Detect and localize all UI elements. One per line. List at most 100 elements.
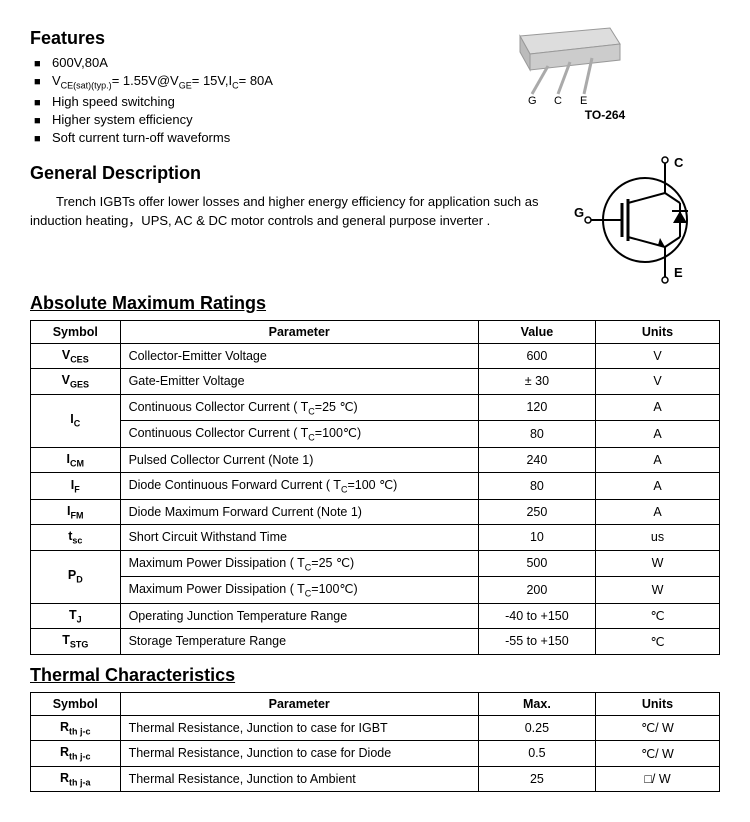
cell-units: A [595, 394, 719, 421]
table-row: Continuous Collector Current ( TC=100℃)8… [31, 421, 720, 448]
cell-value: 80 [478, 473, 595, 500]
table-row: VGESGate-Emitter Voltage± 30V [31, 369, 720, 395]
cell-parameter: Diode Maximum Forward Current (Note 1) [120, 499, 478, 525]
gendesc-heading: General Description [30, 163, 560, 184]
cell-symbol: TJ [31, 603, 121, 629]
cell-parameter: Pulsed Collector Current (Note 1) [120, 447, 478, 473]
cell-value: 0.25 [478, 715, 595, 741]
cell-parameter: Thermal Resistance, Junction to case for… [120, 741, 478, 767]
cell-units: ℃/ W [595, 715, 719, 741]
cell-parameter: Thermal Resistance, Junction to case for… [120, 715, 478, 741]
table-row: Rth j-aThermal Resistance, Junction to A… [31, 766, 720, 792]
cell-units: A [595, 473, 719, 500]
cell-value: 10 [478, 525, 595, 551]
svg-text:C: C [554, 95, 562, 106]
cell-symbol: IFM [31, 499, 121, 525]
svg-text:E: E [580, 95, 587, 106]
table-row: TSTGStorage Temperature Range-55 to +150… [31, 629, 720, 655]
cell-parameter: Maximum Power Dissipation ( TC=25 ℃) [120, 550, 478, 577]
svg-text:C: C [674, 155, 684, 170]
col-parameter: Parameter [120, 320, 478, 343]
feature-item: High speed switching [34, 94, 490, 109]
table-row: VCESCollector-Emitter Voltage600V [31, 343, 720, 369]
cell-symbol: Rth j-c [31, 715, 121, 741]
svg-text:G: G [528, 95, 537, 106]
cell-units: V [595, 343, 719, 369]
igbt-symbol: C E G [560, 155, 720, 285]
col-max: Max. [478, 692, 595, 715]
cell-value: 240 [478, 447, 595, 473]
features-list: 600V,80A VCE(sat)(typ.)= 1.55V@VGE= 15V,… [30, 55, 490, 145]
cell-symbol: IC [31, 394, 121, 447]
feature-item: Soft current turn-off waveforms [34, 130, 490, 145]
cell-parameter: Storage Temperature Range [120, 629, 478, 655]
svg-text:E: E [674, 265, 683, 280]
cell-value: 500 [478, 550, 595, 577]
col-units: Units [595, 320, 719, 343]
col-value: Value [478, 320, 595, 343]
cell-units: W [595, 577, 719, 604]
svg-text:G: G [574, 205, 584, 220]
table-row: Rth j-cThermal Resistance, Junction to c… [31, 715, 720, 741]
cell-units: □/ W [595, 766, 719, 792]
cell-parameter: Operating Junction Temperature Range [120, 603, 478, 629]
feature-item: VCE(sat)(typ.)= 1.55V@VGE= 15V,IC= 80A [34, 73, 490, 91]
cell-units: ℃ [595, 629, 719, 655]
gendesc-text: Trench IGBTs offer lower losses and high… [30, 190, 560, 231]
thermal-table: Symbol Parameter Max. Units Rth j-cTherm… [30, 692, 720, 793]
amr-table: Symbol Parameter Value Units VCESCollect… [30, 320, 720, 655]
cell-units: A [595, 421, 719, 448]
package-label: TO-264 [585, 108, 625, 122]
cell-symbol: VCES [31, 343, 121, 369]
cell-parameter: Thermal Resistance, Junction to Ambient [120, 766, 478, 792]
amr-heading: Absolute Maximum Ratings [30, 293, 720, 314]
package-drawing: G C E TO-264 [490, 20, 720, 122]
cell-value: 200 [478, 577, 595, 604]
cell-units: ℃ [595, 603, 719, 629]
cell-value: 600 [478, 343, 595, 369]
cell-parameter: Collector-Emitter Voltage [120, 343, 478, 369]
col-parameter: Parameter [120, 692, 478, 715]
table-row: Maximum Power Dissipation ( TC=100℃)200W [31, 577, 720, 604]
cell-units: A [595, 447, 719, 473]
cell-symbol: tsc [31, 525, 121, 551]
table-row: PDMaximum Power Dissipation ( TC=25 ℃)50… [31, 550, 720, 577]
cell-parameter: Maximum Power Dissipation ( TC=100℃) [120, 577, 478, 604]
cell-value: ± 30 [478, 369, 595, 395]
cell-symbol: VGES [31, 369, 121, 395]
cell-value: -40 to +150 [478, 603, 595, 629]
cell-symbol: PD [31, 550, 121, 603]
col-symbol: Symbol [31, 320, 121, 343]
table-row: Rth j-cThermal Resistance, Junction to c… [31, 741, 720, 767]
cell-value: 0.5 [478, 741, 595, 767]
cell-symbol: IF [31, 473, 121, 500]
col-symbol: Symbol [31, 692, 121, 715]
cell-value: 80 [478, 421, 595, 448]
cell-units: ℃/ W [595, 741, 719, 767]
cell-symbol: TSTG [31, 629, 121, 655]
thermal-heading: Thermal Characteristics [30, 665, 720, 686]
cell-units: W [595, 550, 719, 577]
feature-item: Higher system efficiency [34, 112, 490, 127]
cell-symbol: ICM [31, 447, 121, 473]
cell-value: 120 [478, 394, 595, 421]
cell-symbol: Rth j-c [31, 741, 121, 767]
table-row: tscShort Circuit Withstand Time10us [31, 525, 720, 551]
cell-parameter: Diode Continuous Forward Current ( TC=10… [120, 473, 478, 500]
table-row: TJOperating Junction Temperature Range-4… [31, 603, 720, 629]
cell-value: 25 [478, 766, 595, 792]
feature-item: 600V,80A [34, 55, 490, 70]
table-row: ICMPulsed Collector Current (Note 1)240A [31, 447, 720, 473]
cell-units: A [595, 499, 719, 525]
col-units: Units [595, 692, 719, 715]
cell-units: V [595, 369, 719, 395]
cell-parameter: Short Circuit Withstand Time [120, 525, 478, 551]
cell-units: us [595, 525, 719, 551]
table-row: ICContinuous Collector Current ( TC=25 ℃… [31, 394, 720, 421]
cell-value: 250 [478, 499, 595, 525]
cell-parameter: Continuous Collector Current ( TC=100℃) [120, 421, 478, 448]
table-row: IFMDiode Maximum Forward Current (Note 1… [31, 499, 720, 525]
cell-symbol: Rth j-a [31, 766, 121, 792]
cell-value: -55 to +150 [478, 629, 595, 655]
features-heading: Features [30, 28, 490, 49]
